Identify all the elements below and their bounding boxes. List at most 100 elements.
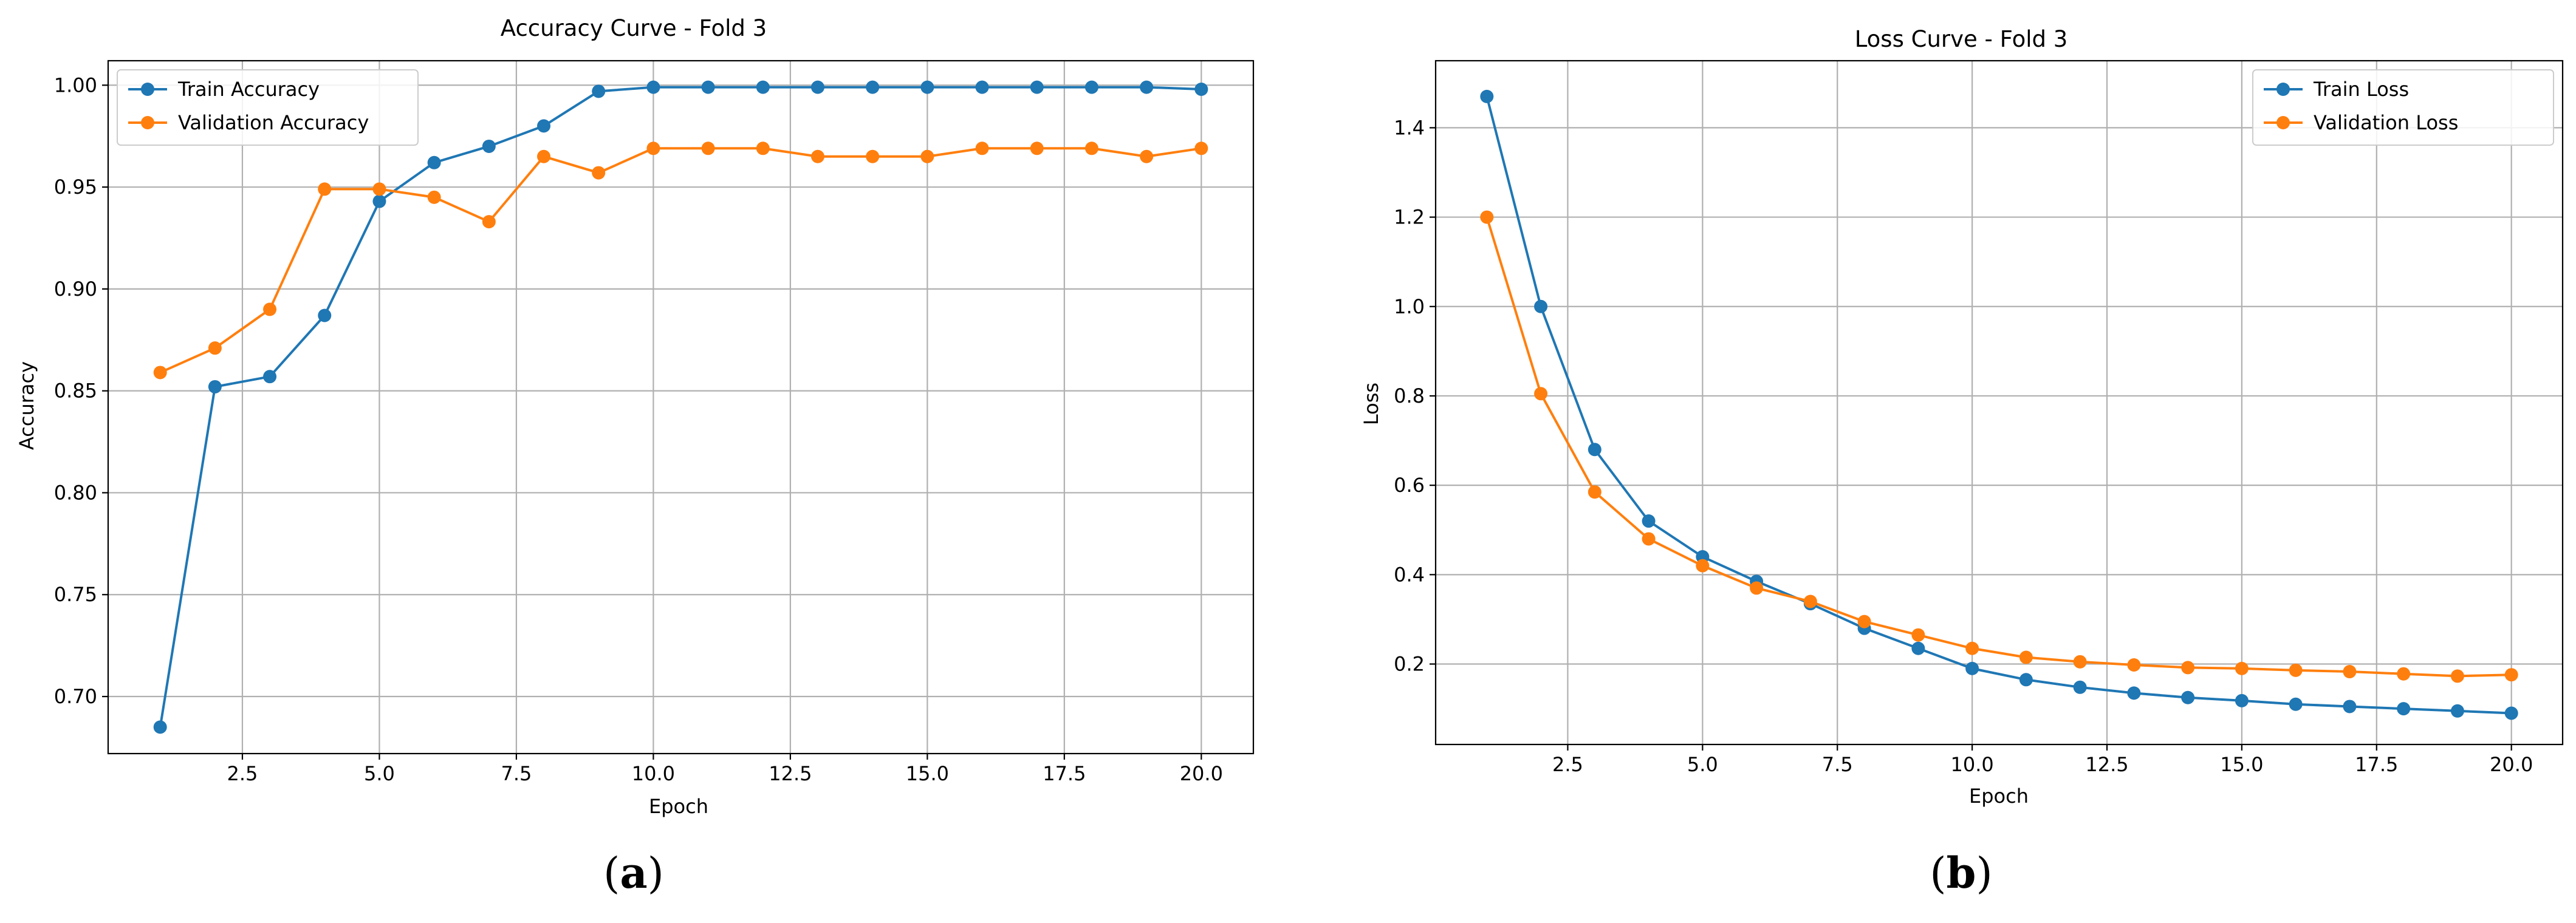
legend-label: Train Loss: [2313, 78, 2409, 101]
data-point: [208, 380, 222, 393]
data-point: [263, 302, 277, 316]
series-line: [159, 147, 1202, 374]
data-point: [318, 308, 332, 322]
x-tick-label: 7.5: [501, 762, 532, 785]
data-point: [537, 149, 551, 163]
data-point: [1480, 210, 1494, 224]
data-point: [1084, 80, 1098, 94]
data-point: [1194, 141, 1208, 155]
panel-label: (a): [603, 848, 664, 898]
data-point: [318, 182, 332, 196]
y-tick-label: 0.8: [1394, 384, 1425, 407]
y-tick-label: 0.75: [54, 583, 97, 606]
data-point: [1480, 89, 1494, 103]
accuracy-chart: Accuracy Curve - Fold 3 Epoch Accuracy (…: [15, 15, 1255, 898]
data-point: [427, 190, 441, 204]
x-tick-label: 10.0: [632, 762, 675, 785]
data-point: [1911, 628, 1925, 642]
x-tick-label: 17.5: [2355, 753, 2398, 776]
data-point: [1030, 80, 1044, 94]
x-tick-label: 10.0: [1950, 753, 1993, 776]
data-point: [1194, 82, 1208, 96]
data-point: [866, 80, 880, 94]
data-point: [372, 194, 386, 208]
series-line: [1485, 216, 2512, 678]
data-point: [2343, 665, 2357, 679]
data-point: [2019, 673, 2033, 687]
data-point: [482, 215, 496, 229]
y-tick-label: 0.4: [1394, 563, 1425, 586]
legend-marker: [141, 116, 154, 129]
data-point: [1588, 443, 1601, 457]
grid: [108, 61, 1253, 754]
y-tick-label: 1.2: [1394, 206, 1425, 229]
data-point: [2019, 650, 2033, 664]
data-point: [975, 141, 989, 155]
data-point: [2073, 655, 2087, 669]
data-point: [810, 149, 824, 163]
data-point: [1140, 80, 1154, 94]
data-point: [2289, 663, 2303, 677]
series-validation-loss: [1480, 210, 2518, 683]
legend-marker: [2276, 116, 2290, 129]
data-point: [1030, 141, 1044, 155]
data-point: [1965, 641, 1979, 655]
series-train-accuracy: [153, 80, 1208, 734]
x-axis-label: Epoch: [649, 795, 708, 818]
data-point: [920, 80, 934, 94]
data-point: [646, 141, 660, 155]
y-tick-label: 0.6: [1394, 474, 1425, 497]
data-point: [2289, 697, 2303, 711]
grid: [1436, 61, 2563, 744]
data-point: [701, 80, 715, 94]
data-point: [208, 341, 222, 355]
y-tick-label: 0.85: [54, 380, 97, 403]
loss-chart: Loss Curve - Fold 3 Epoch Loss (b) 2.5 5.…: [1360, 26, 2564, 898]
data-point: [482, 139, 496, 153]
series-line: [159, 86, 1202, 727]
data-point: [1642, 514, 1656, 528]
data-point: [1857, 615, 1871, 628]
x-tick-label: 2.5: [1552, 753, 1583, 776]
data-point: [756, 141, 770, 155]
data-point: [1140, 149, 1154, 163]
data-point: [537, 119, 551, 133]
data-point: [2504, 706, 2518, 720]
data-point: [153, 720, 167, 734]
data-point: [2073, 680, 2087, 694]
data-point: [2235, 693, 2249, 707]
data-point: [1803, 594, 1817, 608]
data-point: [2504, 668, 2518, 682]
data-point: [975, 80, 989, 94]
data-point: [1750, 581, 1764, 595]
legend-marker: [141, 83, 154, 96]
x-tick-label: 12.5: [769, 762, 812, 785]
y-tick-label: 0.95: [54, 175, 97, 199]
x-tick-label: 2.5: [227, 762, 258, 785]
x-tick-label: 5.0: [364, 762, 395, 785]
data-point: [866, 149, 880, 163]
data-point: [2397, 667, 2411, 681]
plot-frame: [1434, 60, 2564, 746]
legend-marker: [2276, 83, 2290, 96]
data-point: [153, 366, 167, 380]
data-point: [1696, 559, 1710, 573]
legend-box: [2252, 69, 2554, 146]
x-tick-label: 15.0: [906, 762, 949, 785]
x-axis-label: Epoch: [1969, 785, 2029, 808]
y-tick-label: 0.70: [54, 685, 97, 708]
data-point: [701, 141, 715, 155]
chart-title: Loss Curve - Fold 3: [1855, 26, 2068, 52]
y-tick-label: 0.90: [54, 278, 97, 301]
data-point: [263, 370, 277, 384]
data-point: [1534, 387, 1548, 401]
data-point: [810, 80, 824, 94]
data-point: [592, 166, 606, 180]
x-tick-label: 7.5: [1822, 753, 1853, 776]
data-point: [2450, 669, 2464, 683]
data-point: [920, 149, 934, 163]
data-point: [2450, 704, 2464, 718]
data-point: [1534, 299, 1548, 313]
data-point: [2127, 686, 2141, 700]
